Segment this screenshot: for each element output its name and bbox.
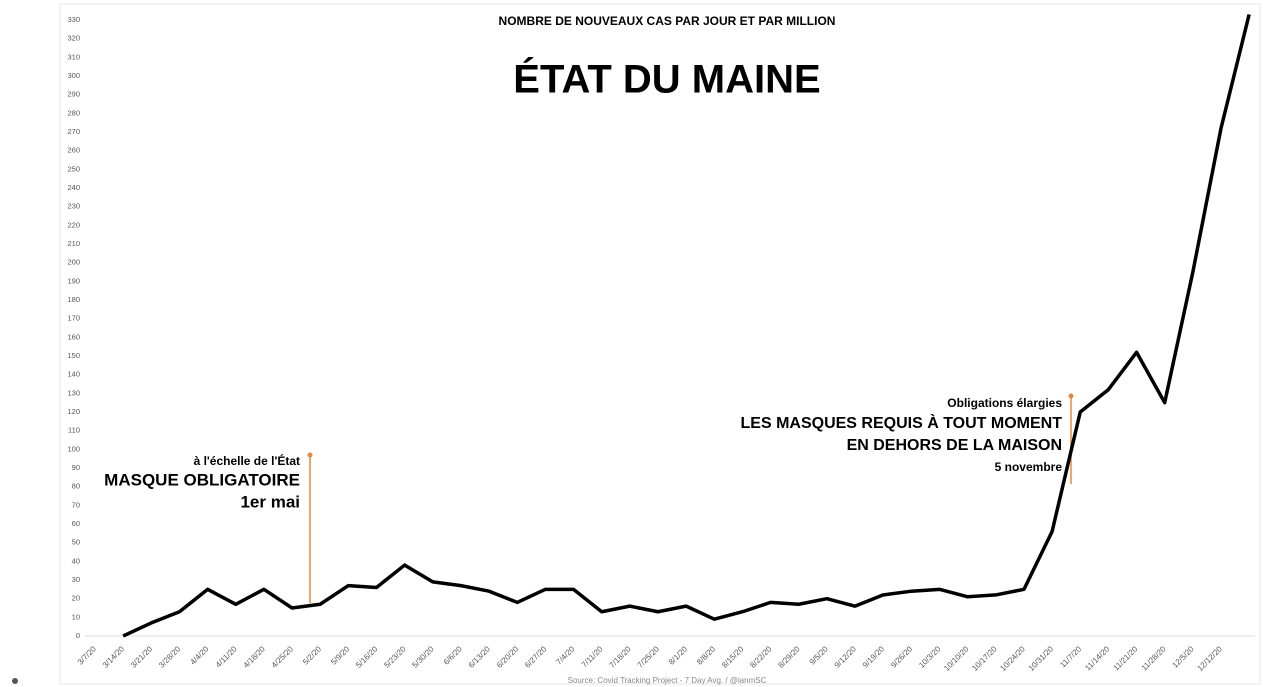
y-tick-label: 250 <box>67 164 80 173</box>
y-tick-label: 280 <box>67 108 80 117</box>
frame <box>59 3 1261 685</box>
annotation: 5 novembre <box>995 460 1063 474</box>
annotation: Obligations élargies <box>947 396 1062 410</box>
bullet <box>12 678 18 684</box>
y-tick-label: 260 <box>67 146 80 155</box>
annotation: à l'échelle de l'État <box>194 453 300 468</box>
y-tick-label: 130 <box>67 388 80 397</box>
y-tick-label: 320 <box>67 34 80 43</box>
line <box>122 13 1251 638</box>
y-tick-label: 90 <box>72 463 80 472</box>
source: Source: Covid Tracking Project - 7 Day A… <box>568 676 767 685</box>
y-tick-label: 120 <box>67 407 80 416</box>
annotation-dot <box>1068 393 1074 399</box>
y-tick-label: 310 <box>67 52 80 61</box>
y-tick-label: 60 <box>72 519 80 528</box>
y-tick-label: 290 <box>67 90 80 99</box>
y-tick-label: 240 <box>67 183 80 192</box>
annotation: 1er mai <box>240 492 300 511</box>
y-tick-label: 80 <box>72 482 80 491</box>
y-tick-label: 140 <box>67 370 80 379</box>
annotation: EN DEHORS DE LA MAISON <box>847 437 1062 454</box>
y-tick-label: 210 <box>67 239 80 248</box>
y-tick-label: 40 <box>72 556 80 565</box>
y-tick-label: 10 <box>72 612 80 621</box>
y-tick-label: 330 <box>67 15 80 24</box>
y-tick-label: 150 <box>67 351 80 360</box>
chart-subtitle: NOMBRE DE NOUVEAUX CAS PAR JOUR ET PAR M… <box>499 14 836 28</box>
annotation-dot <box>307 452 313 458</box>
y-tick-label: 30 <box>72 575 80 584</box>
y-tick-label: 0 <box>76 631 80 640</box>
y-tick-label: 190 <box>67 276 80 285</box>
y-tick-label: 300 <box>67 71 80 80</box>
y-tick-label: 170 <box>67 314 80 323</box>
chart-title: ÉTAT DU MAINE <box>513 57 820 102</box>
y-tick-label: 200 <box>67 258 80 267</box>
annotation: LES MASQUES REQUIS À TOUT MOMENT <box>741 413 1063 432</box>
y-tick-label: 180 <box>67 295 80 304</box>
y-tick-label: 70 <box>72 500 80 509</box>
y-tick-label: 160 <box>67 332 80 341</box>
annotation: MASQUE OBLIGATOIRE <box>104 470 300 489</box>
y-tick-label: 110 <box>68 426 80 435</box>
y-tick-label: 270 <box>67 127 80 136</box>
y-tick-label: 20 <box>72 594 80 603</box>
y-tick-label: 230 <box>67 202 80 211</box>
y-tick-label: 220 <box>67 220 80 229</box>
y-tick-label: 50 <box>72 538 80 547</box>
y-tick-label: 100 <box>67 444 80 453</box>
